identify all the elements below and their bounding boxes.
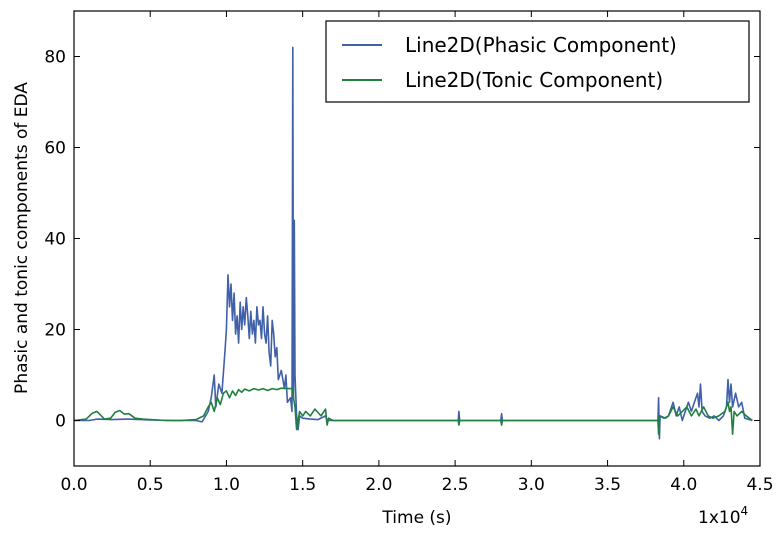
phasic-component-line: [74, 46, 753, 440]
legend: Line2D(Phasic Component) Line2D(Tonic Co…: [325, 20, 750, 103]
x-tick-label: 4.5: [746, 475, 773, 495]
x-tick-label: 1.5: [289, 475, 316, 495]
x-tick-label: 3.5: [594, 475, 621, 495]
legend-label-phasic: Line2D(Phasic Component): [405, 33, 677, 57]
y-tick-label: 0: [55, 412, 66, 432]
x-tick-label: 4.0: [670, 475, 697, 495]
x-tick-label: 0.5: [137, 475, 164, 495]
legend-label-tonic: Line2D(Tonic Component): [405, 68, 663, 92]
y-tick-label: 20: [44, 321, 66, 341]
y-axis-label: Phasic and tonic components of EDA: [12, 82, 32, 394]
y-tick-label: 40: [44, 230, 66, 250]
x-tick-label: 0.0: [60, 475, 87, 495]
legend-box: [325, 20, 750, 103]
y-tick-label: 80: [44, 48, 66, 68]
y-tick-label: 60: [44, 139, 66, 159]
x-axis-label: Time (s): [381, 508, 451, 528]
series-layer: [74, 46, 753, 440]
x-tick-label: 2.5: [442, 475, 469, 495]
x-axis-multiplier-exponent: 4: [741, 504, 749, 518]
x-tick-label: 3.0: [518, 475, 545, 495]
x-tick-label: 1.0: [213, 475, 240, 495]
x-axis-multiplier-base: 1x10: [698, 508, 741, 528]
x-tick-label: 2.0: [365, 475, 392, 495]
ticks-layer: 0.0 0.5 1.0 1.5 2.0 2.5 3.0 3.5 4.0 4.5 0 20 40 60 80: [44, 11, 774, 495]
tonic-component-line: [74, 387, 753, 435]
x-axis-multiplier: 1x104: [698, 504, 748, 528]
